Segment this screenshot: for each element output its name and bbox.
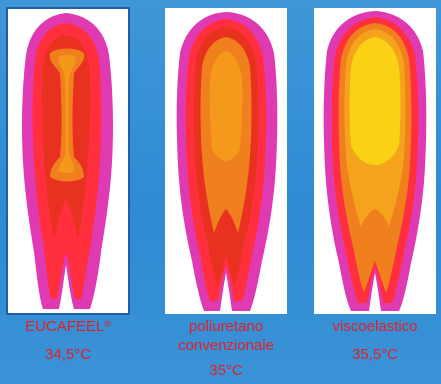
thermal-image-viscoelastico xyxy=(314,8,436,314)
panel-name-line2: convenzionale xyxy=(178,337,274,354)
thermal-image-eucafeel xyxy=(6,7,130,315)
panel-name-eucafeel: EUCAFEEL xyxy=(25,318,105,335)
panel-temperature-poliuretano: 35°C xyxy=(209,362,243,379)
thermal-panel-eucafeel xyxy=(6,7,130,315)
panel-temperature-eucafeel: 34,5°C xyxy=(44,346,92,363)
registered-mark: ® xyxy=(104,319,111,329)
panel-name-line1: poliuretano xyxy=(188,318,264,335)
panel-label-poliuretano: poliuretano convenzionale xyxy=(151,317,301,355)
thermal-panel-viscoelastico xyxy=(313,7,437,315)
thermal-image-poliuretano xyxy=(165,8,287,314)
panel-name-viscoelastico: viscoelastico xyxy=(332,318,418,335)
panel-label-eucafeel: EUCAFEEL® xyxy=(0,317,143,336)
thermal-panel-poliuretano xyxy=(164,7,288,315)
panel-label-viscoelastico: viscoelastico xyxy=(300,317,441,336)
panel-temperature-viscoelastico: 35,5°C xyxy=(351,346,399,363)
